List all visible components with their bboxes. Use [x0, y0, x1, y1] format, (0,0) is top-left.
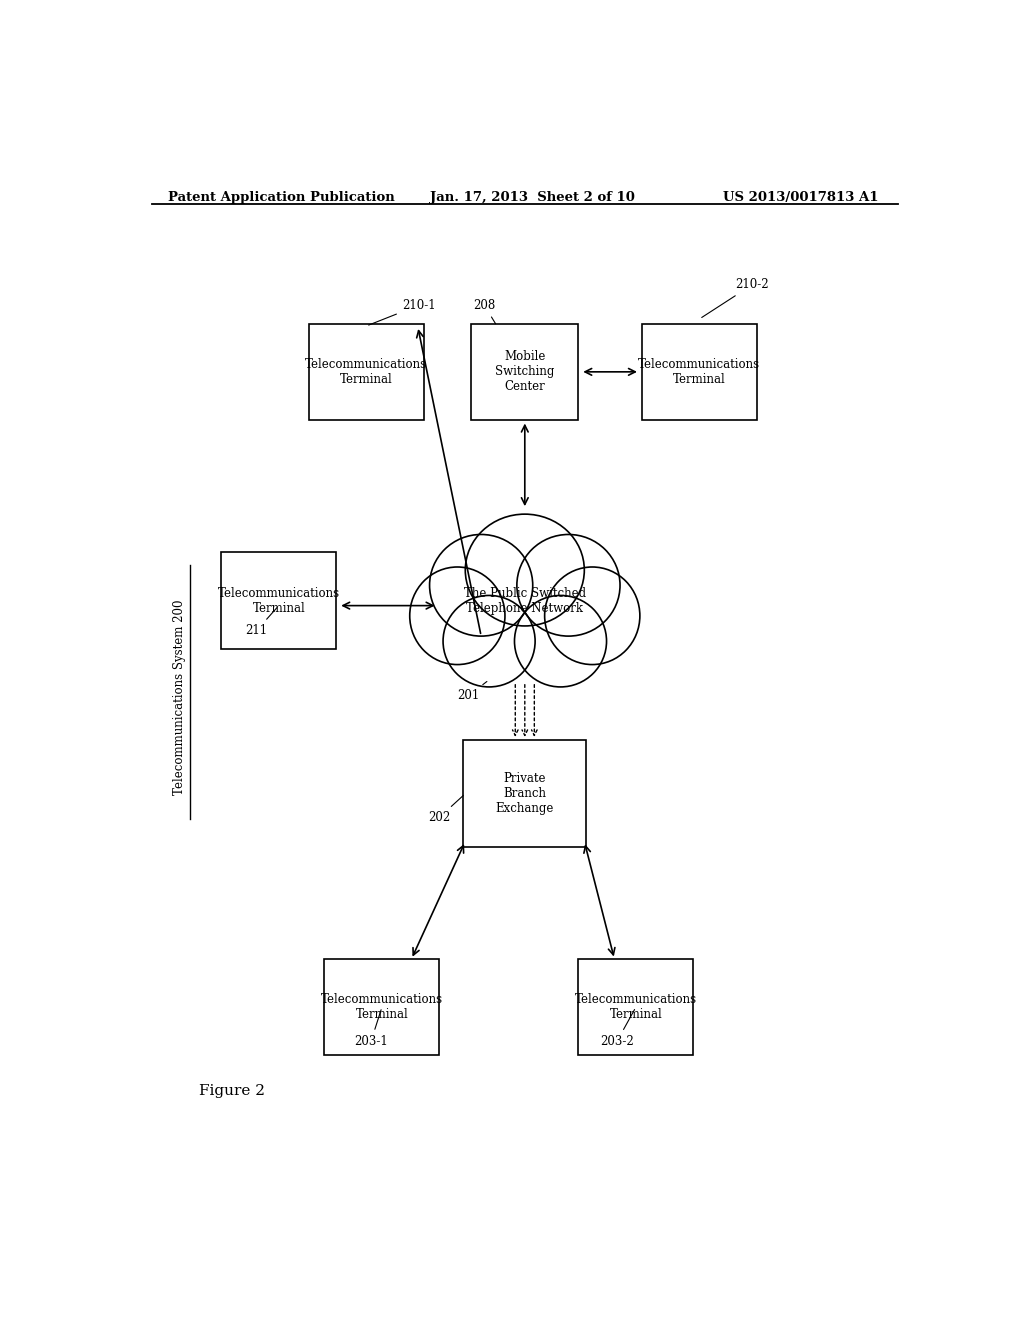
Text: Patent Application Publication: Patent Application Publication [168, 191, 394, 203]
Ellipse shape [450, 535, 600, 667]
Text: Telecommunications
Terminal: Telecommunications Terminal [218, 586, 340, 615]
FancyBboxPatch shape [221, 552, 336, 649]
Text: The Public Switched
Telephone Network: The Public Switched Telephone Network [464, 586, 586, 615]
Text: 210-1: 210-1 [369, 298, 435, 325]
Ellipse shape [430, 535, 532, 636]
Ellipse shape [514, 595, 606, 686]
Text: Telecommunications
Terminal: Telecommunications Terminal [574, 993, 697, 1022]
FancyBboxPatch shape [463, 741, 587, 847]
Text: US 2013/0017813 A1: US 2013/0017813 A1 [723, 191, 879, 203]
Text: Telecommunications
Terminal: Telecommunications Terminal [638, 358, 761, 385]
FancyBboxPatch shape [471, 323, 579, 420]
Text: 203-1: 203-1 [354, 1010, 388, 1048]
Text: 208: 208 [473, 298, 496, 323]
Text: Private
Branch
Exchange: Private Branch Exchange [496, 772, 554, 816]
Text: 202: 202 [428, 796, 463, 824]
Ellipse shape [443, 595, 536, 686]
Text: Telecommunications System 200: Telecommunications System 200 [173, 599, 186, 795]
Text: 210-2: 210-2 [701, 279, 769, 318]
Text: 201: 201 [458, 681, 486, 702]
Text: Figure 2: Figure 2 [200, 1085, 265, 1098]
FancyBboxPatch shape [308, 323, 424, 420]
Ellipse shape [410, 568, 505, 664]
Ellipse shape [517, 535, 621, 636]
Ellipse shape [545, 568, 640, 664]
Text: 211: 211 [246, 607, 276, 638]
Ellipse shape [465, 515, 585, 626]
FancyBboxPatch shape [579, 958, 693, 1056]
Text: Telecommunications
Terminal: Telecommunications Terminal [321, 993, 443, 1022]
Text: 203-2: 203-2 [600, 1010, 635, 1048]
FancyBboxPatch shape [325, 958, 439, 1056]
FancyBboxPatch shape [642, 323, 757, 420]
Text: Jan. 17, 2013  Sheet 2 of 10: Jan. 17, 2013 Sheet 2 of 10 [430, 191, 635, 203]
Text: Telecommunications
Terminal: Telecommunications Terminal [305, 358, 427, 385]
Text: Mobile
Switching
Center: Mobile Switching Center [496, 350, 554, 393]
